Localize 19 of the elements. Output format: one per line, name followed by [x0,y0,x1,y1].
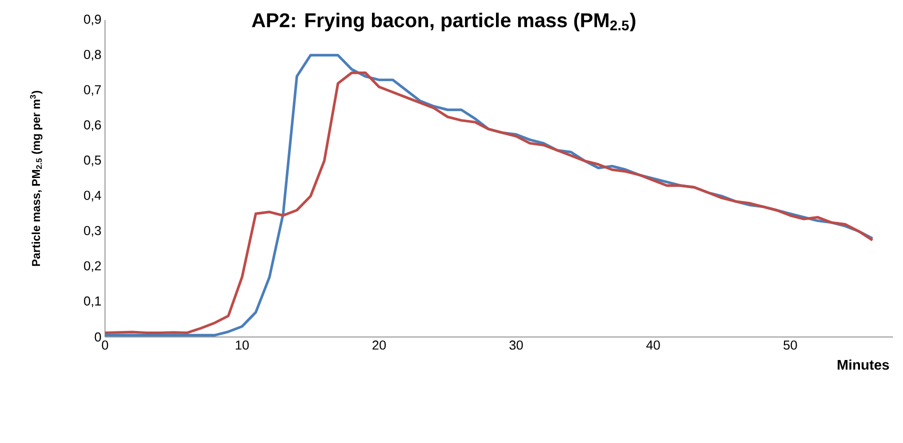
y-tick-label: 0,6 [84,120,101,132]
x-tick-label: 40 [646,340,660,350]
y-tick-label: 0,5 [84,156,101,166]
y-tick-label: 0,3 [84,226,101,237]
y-tick-label: 0,7 [84,85,101,96]
y-tick-label: 0 [94,332,101,342]
x-axis-title: Minutes [838,360,889,370]
y-tick-label: 0,4 [84,190,102,202]
y-tick-label: 0,1 [84,296,101,308]
x-tick-label: 20 [372,340,386,350]
y-tick-label: 0,2 [84,261,101,272]
x-tick-label: 30 [509,340,523,350]
y-tick-label: 0,9 [84,14,101,26]
y-tick-label: 0,8 [84,50,101,61]
chart-title: AP2: Frying bacon, particle mass (PM$_{2.5}$) [252,12,636,32]
y-axis-title: Particle mass, PM$_{2.5}$ (mg per m$^{3}$) [30,90,42,266]
x-tick-label: 0 [102,340,108,350]
x-tick-label: 50 [784,340,797,350]
x-tick-label: 10 [236,340,249,350]
